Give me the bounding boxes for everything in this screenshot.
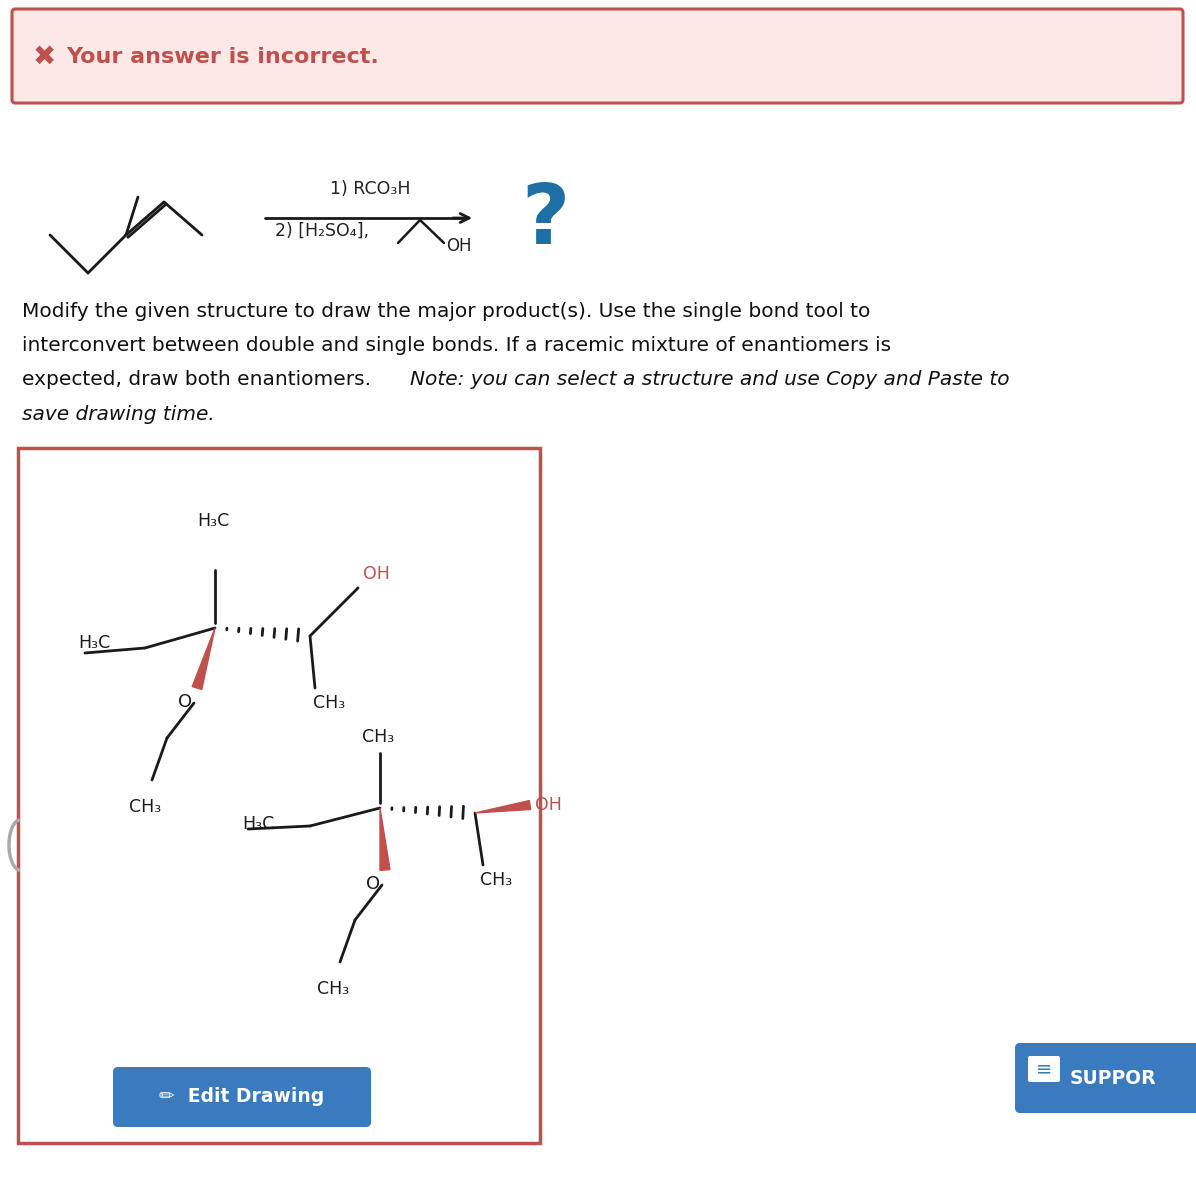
Text: CH₃: CH₃: [480, 871, 512, 889]
Text: ?: ?: [521, 180, 569, 260]
Text: H₃C: H₃C: [78, 634, 110, 652]
FancyBboxPatch shape: [18, 448, 541, 1142]
Text: OH: OH: [446, 236, 471, 254]
FancyBboxPatch shape: [12, 8, 1183, 103]
Text: Note: you can select a structure and use Copy and Paste to: Note: you can select a structure and use…: [410, 370, 1009, 389]
Text: ✏  Edit Drawing: ✏ Edit Drawing: [159, 1087, 324, 1106]
Polygon shape: [380, 808, 390, 870]
Text: interconvert between double and single bonds. If a racemic mixture of enantiomer: interconvert between double and single b…: [22, 336, 891, 355]
Text: O: O: [178, 692, 193, 710]
FancyBboxPatch shape: [112, 1067, 371, 1127]
Text: OH: OH: [364, 565, 390, 583]
Text: CH₃: CH₃: [129, 798, 161, 816]
FancyBboxPatch shape: [1029, 1056, 1060, 1082]
Text: O: O: [366, 875, 380, 893]
Polygon shape: [475, 800, 531, 814]
Text: 2) [H₂SO₄],: 2) [H₂SO₄],: [275, 222, 370, 240]
Text: CH₃: CH₃: [317, 980, 349, 998]
Polygon shape: [193, 628, 215, 690]
Text: 1) RCO₃H: 1) RCO₃H: [330, 180, 410, 198]
Text: OH: OH: [535, 796, 562, 814]
Text: CH₃: CH₃: [313, 694, 346, 712]
Text: CH₃: CH₃: [362, 728, 395, 746]
Text: H₃C: H₃C: [243, 815, 275, 833]
Text: SUPPOR: SUPPOR: [1070, 1068, 1157, 1087]
Text: ✖: ✖: [32, 43, 56, 71]
Text: H₃C: H₃C: [197, 512, 230, 530]
Text: expected, draw both enantiomers.: expected, draw both enantiomers.: [22, 370, 378, 389]
Text: ≡: ≡: [1036, 1060, 1052, 1079]
Text: Modify the given structure to draw the major product(s). Use the single bond too: Modify the given structure to draw the m…: [22, 302, 871, 320]
Text: save drawing time.: save drawing time.: [22, 404, 215, 424]
FancyBboxPatch shape: [1015, 1043, 1196, 1114]
Text: Your answer is incorrect.: Your answer is incorrect.: [66, 47, 379, 67]
